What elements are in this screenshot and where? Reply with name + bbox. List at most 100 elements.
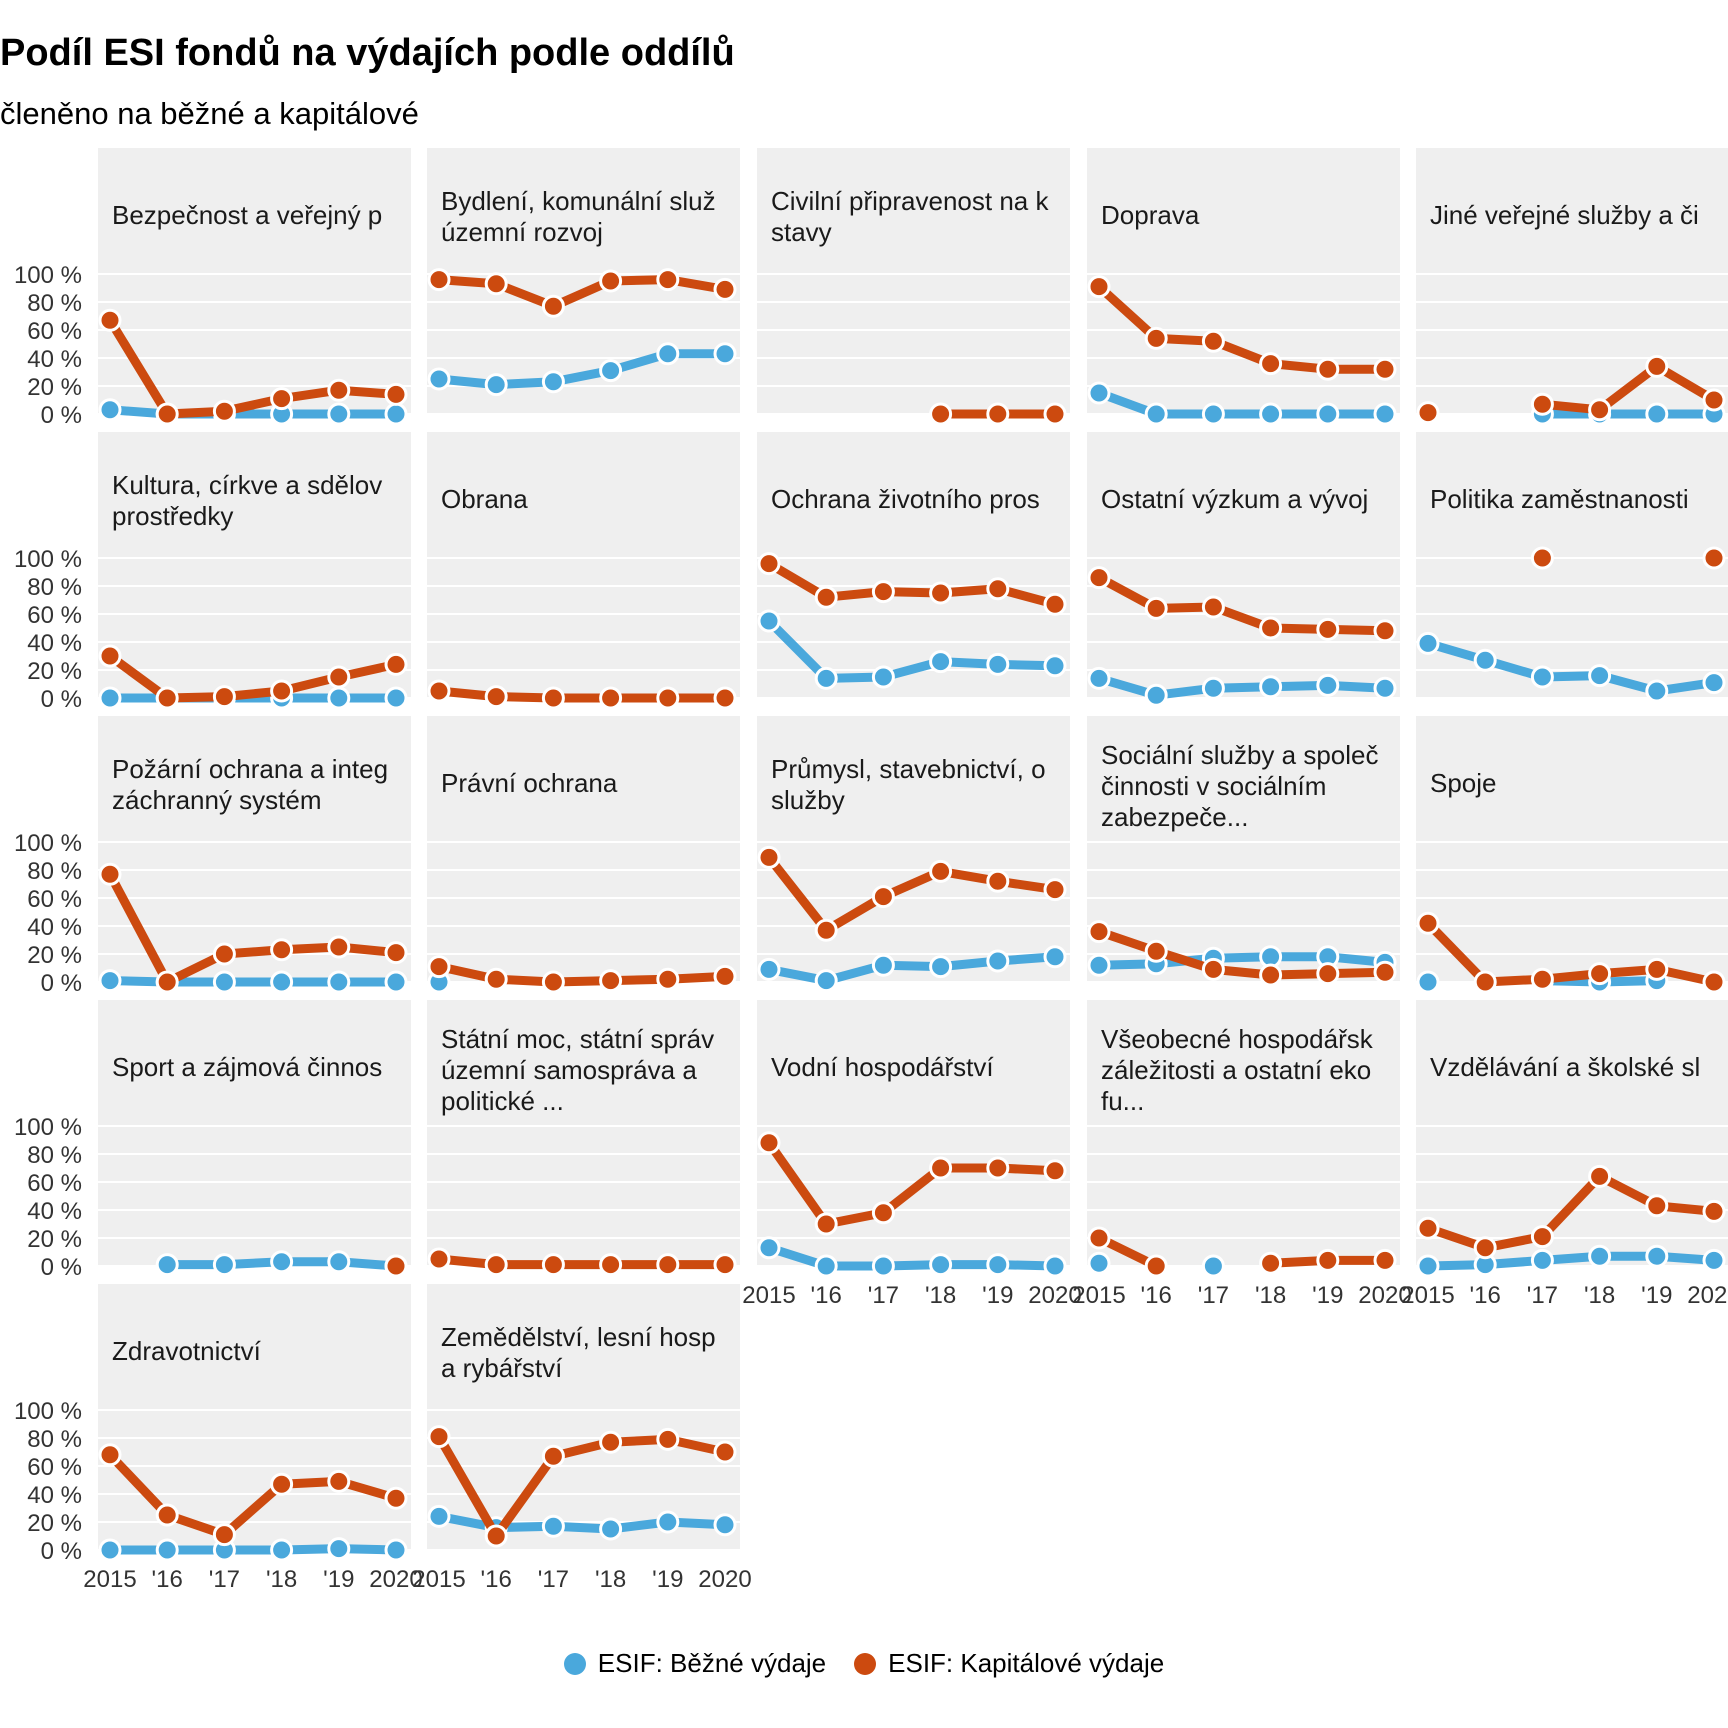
data-point-bezne — [1416, 970, 1440, 994]
panel-background — [427, 1000, 740, 1267]
data-point-kapitalove — [1144, 596, 1168, 620]
data-point-bezne — [327, 1250, 351, 1274]
panel-strip-label: záležitosti a ostatní eko — [1101, 1055, 1371, 1085]
panel-strip-label: Obrana — [441, 484, 528, 514]
data-point-bezne — [871, 1254, 895, 1278]
data-point-kapitalove — [814, 1212, 838, 1236]
data-point-kapitalove — [484, 1253, 508, 1277]
data-point-kapitalove — [541, 294, 565, 318]
data-point-kapitalove — [1144, 1254, 1168, 1278]
data-point-bezne — [871, 953, 895, 977]
x-tick-label: '17 — [538, 1566, 569, 1593]
data-point-bezne — [1087, 666, 1111, 690]
x-tick-label: 2020 — [698, 1566, 751, 1593]
data-point-bezne — [212, 1253, 236, 1277]
y-tick-label: 60 % — [27, 602, 82, 629]
x-tick-label: '18 — [595, 1566, 626, 1593]
legend-key-kapitalove — [854, 1652, 877, 1675]
data-point-bezne — [1201, 402, 1225, 426]
facet-panel: Jiné veřejné služby a či — [1416, 148, 1728, 426]
data-point-bezne — [929, 1253, 953, 1277]
data-point-kapitalove — [1702, 546, 1726, 570]
x-tick-label: '16 — [1141, 1282, 1172, 1309]
data-point-bezne — [384, 970, 408, 994]
data-point-kapitalove — [484, 272, 508, 296]
data-point-bezne — [713, 1513, 737, 1537]
data-point-bezne — [1201, 1254, 1225, 1278]
data-point-kapitalove — [327, 935, 351, 959]
data-point-bezne — [1416, 631, 1440, 655]
panel-strip-label: politické ... — [441, 1086, 564, 1116]
data-point-kapitalove — [1416, 911, 1440, 935]
data-point-kapitalove — [484, 685, 508, 709]
data-point-bezne — [384, 402, 408, 426]
data-point-bezne — [1144, 683, 1168, 707]
data-point-bezne — [541, 1514, 565, 1538]
data-point-bezne — [599, 359, 623, 383]
data-point-kapitalove — [599, 269, 623, 293]
panel-strip-label: Sociální služby a společ — [1101, 740, 1378, 770]
data-point-kapitalove — [270, 387, 294, 411]
data-point-kapitalove — [1087, 275, 1111, 299]
x-tick-label: '16 — [481, 1566, 512, 1593]
data-point-kapitalove — [656, 1253, 680, 1277]
x-tick-label: '17 — [209, 1566, 240, 1593]
data-point-kapitalove — [1087, 920, 1111, 944]
x-tick-label: 2015 — [1072, 1282, 1125, 1309]
panel-background — [1416, 148, 1728, 415]
data-point-kapitalove — [929, 402, 953, 426]
panel-background — [1087, 432, 1400, 699]
data-point-kapitalove — [541, 686, 565, 710]
data-point-bezne — [212, 970, 236, 994]
panel-strip-label: územní samospráva a — [441, 1055, 697, 1085]
legend-item-bezne: ESIF: Běžné výdaje — [563, 1648, 826, 1679]
panel-strip-label: Bezpečnost a veřejný p — [112, 200, 382, 230]
data-point-kapitalove — [1316, 962, 1340, 986]
data-point-kapitalove — [98, 308, 122, 332]
data-point-kapitalove — [1373, 619, 1397, 643]
panel-strip-label: Civilní připravenost na k — [771, 186, 1049, 216]
data-point-kapitalove — [713, 1440, 737, 1464]
panel-strip-label: Kultura, církve a sdělov — [112, 470, 382, 500]
data-point-bezne — [814, 969, 838, 993]
data-point-bezne — [1087, 1251, 1111, 1275]
data-point-kapitalove — [427, 268, 451, 292]
data-point-kapitalove — [929, 581, 953, 605]
y-tick-label: 20 % — [27, 658, 82, 685]
data-point-bezne — [270, 1538, 294, 1562]
data-point-kapitalove — [871, 580, 895, 604]
data-point-bezne — [98, 686, 122, 710]
facet-panel: Sport a zájmová činnos 0 %20 %40 %60 %80 … — [14, 1000, 411, 1281]
y-tick-label: 0 % — [41, 1254, 82, 1281]
data-point-kapitalove — [1201, 595, 1225, 619]
data-point-bezne — [986, 652, 1010, 676]
data-point-kapitalove — [599, 969, 623, 993]
data-point-kapitalove — [384, 382, 408, 406]
y-tick-label: 80 % — [27, 858, 82, 885]
data-point-bezne — [98, 398, 122, 422]
y-tick-label: 40 % — [27, 346, 82, 373]
data-point-kapitalove — [541, 1253, 565, 1277]
data-point-kapitalove — [98, 1443, 122, 1467]
data-point-kapitalove — [155, 970, 179, 994]
data-point-bezne — [384, 686, 408, 710]
data-point-kapitalove — [212, 942, 236, 966]
data-point-kapitalove — [656, 268, 680, 292]
data-point-bezne — [1373, 402, 1397, 426]
data-point-kapitalove — [871, 1201, 895, 1225]
data-point-kapitalove — [1043, 1159, 1067, 1183]
data-point-kapitalove — [1702, 970, 1726, 994]
data-point-kapitalove — [1316, 617, 1340, 641]
data-point-kapitalove — [212, 685, 236, 709]
data-point-kapitalove — [1645, 957, 1669, 981]
x-tick-label: '19 — [1641, 1282, 1672, 1309]
x-tick-label: '19 — [652, 1566, 683, 1593]
panel-strip-label: Spoje — [1430, 768, 1497, 798]
data-point-kapitalove — [1416, 401, 1440, 425]
data-point-bezne — [327, 402, 351, 426]
panel-background — [1416, 1000, 1728, 1267]
x-tick-label: '17 — [1527, 1282, 1558, 1309]
data-point-kapitalove — [1259, 1251, 1283, 1275]
